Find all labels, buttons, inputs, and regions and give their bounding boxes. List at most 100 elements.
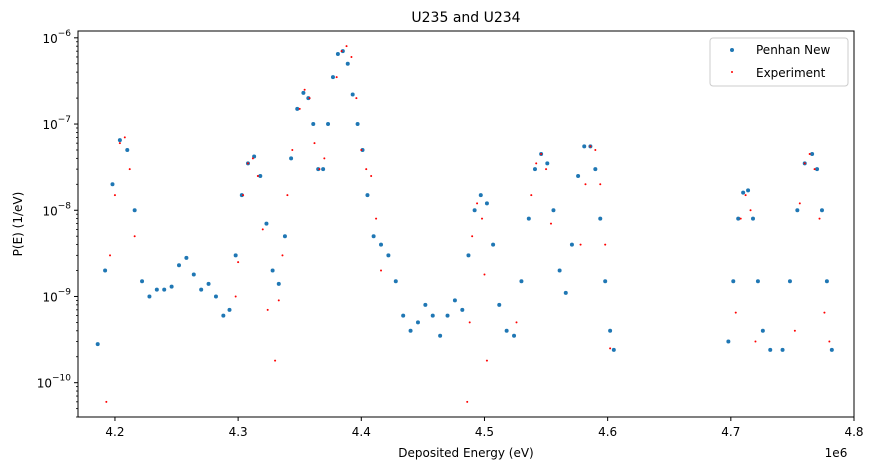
penhan-new-point	[213, 294, 218, 299]
experiment-point	[261, 228, 264, 231]
penhan-new-point	[311, 122, 316, 127]
penhan-new-point	[408, 328, 413, 333]
penhan-new-point	[736, 216, 741, 221]
experiment-point	[535, 162, 538, 165]
penhan-new-point	[147, 294, 152, 299]
penhan-new-point	[810, 151, 815, 156]
experiment-point	[823, 311, 826, 314]
experiment-point	[579, 243, 582, 246]
experiment-point	[340, 50, 343, 53]
experiment-point	[545, 168, 548, 171]
legend-label-penhan-new: Penhan New	[756, 43, 831, 57]
legend: Penhan New Experiment	[709, 37, 849, 87]
penhan-new-point	[233, 253, 238, 258]
experiment-point	[105, 400, 108, 403]
penhan-new-point	[526, 216, 531, 221]
experiment-point	[744, 194, 747, 197]
penhan-new-point	[532, 167, 537, 172]
penhan-new-point	[815, 167, 820, 172]
penhan-new-point	[191, 272, 196, 277]
penhan-new-point	[545, 161, 550, 166]
penhan-new-point	[472, 208, 477, 213]
penhan-new-point	[295, 106, 300, 111]
penhan-new-point	[611, 347, 616, 352]
experiment-point	[798, 202, 801, 205]
experiment-point	[549, 222, 552, 225]
penhan-new-point	[755, 279, 760, 284]
experiment-point	[246, 162, 249, 165]
penhan-new-point	[608, 328, 613, 333]
x-tick-label: 4.8	[844, 425, 863, 439]
x-tick-label: 4.7	[721, 425, 740, 439]
penhan-new-point	[557, 268, 562, 273]
experiment-point	[476, 202, 479, 205]
penhan-new-point	[466, 253, 471, 258]
experiment-point	[128, 168, 131, 171]
experiment-point	[133, 235, 136, 238]
penhan-new-point	[415, 320, 420, 325]
x-tick-label: 4.5	[475, 425, 494, 439]
penhan-new-point	[140, 279, 145, 284]
penhan-new-point	[258, 173, 263, 178]
experiment-point	[589, 145, 592, 148]
penhan-new-point	[746, 188, 751, 193]
experiment-point	[291, 148, 294, 151]
x-tick-label: 4.4	[352, 425, 371, 439]
experiment-point	[313, 142, 316, 145]
penhan-new-point	[829, 347, 834, 352]
penhan-new-point	[316, 167, 321, 172]
experiment-point	[818, 217, 821, 220]
penhan-new-point	[276, 281, 281, 286]
penhan-new-point	[780, 347, 785, 352]
experiment-point	[594, 148, 597, 151]
experiment-point	[298, 107, 301, 110]
penhan-new-point	[184, 255, 189, 260]
penhan-new-point	[103, 268, 108, 273]
legend-marker-experiment	[731, 71, 733, 73]
experiment-point	[350, 55, 353, 58]
experiment-point	[739, 217, 742, 220]
penhan-new-point	[598, 216, 603, 221]
penhan-new-point	[239, 193, 244, 198]
experiment-point	[335, 76, 338, 79]
experiment-point	[485, 359, 488, 362]
y-tick-label: 10−10	[37, 374, 72, 391]
experiment-point	[515, 321, 518, 324]
y-tick-label: 10−8	[42, 201, 71, 218]
x-tick-label: 4.3	[229, 425, 248, 439]
penhan-new-point	[768, 347, 773, 352]
experiment-point	[599, 183, 602, 186]
penhan-new-point	[221, 313, 226, 318]
penhan-new-point	[460, 307, 465, 312]
series-layer	[95, 45, 834, 403]
experiment-point	[808, 152, 811, 155]
penhan-new-point	[206, 281, 211, 286]
chart-title: U235 and U234	[411, 10, 520, 26]
penhan-new-point	[371, 234, 376, 239]
experiment-point	[277, 299, 280, 302]
penhan-new-point	[132, 208, 137, 213]
experiment-point	[749, 209, 752, 212]
penhan-new-point	[551, 208, 556, 213]
penhan-new-point	[110, 182, 115, 187]
experiment-point	[584, 183, 587, 186]
penhan-new-point	[360, 147, 365, 152]
x-axis-label: Deposited Energy (eV)	[398, 446, 533, 460]
series-experiment	[105, 45, 831, 403]
penhan-new-point	[491, 242, 496, 247]
experiment-point	[274, 359, 277, 362]
experiment-point	[237, 261, 240, 264]
penhan-new-point	[264, 221, 269, 226]
penhan-new-point	[504, 328, 509, 333]
penhan-new-point	[824, 279, 829, 284]
experiment-point	[380, 269, 383, 272]
penhan-new-point	[282, 234, 287, 239]
penhan-new-point	[438, 333, 443, 338]
penhan-new-point	[795, 208, 800, 213]
penhan-new-point	[169, 284, 174, 289]
experiment-point	[803, 162, 806, 165]
penhan-new-point	[335, 51, 340, 56]
experiment-point	[242, 194, 245, 197]
experiment-point	[308, 97, 311, 100]
